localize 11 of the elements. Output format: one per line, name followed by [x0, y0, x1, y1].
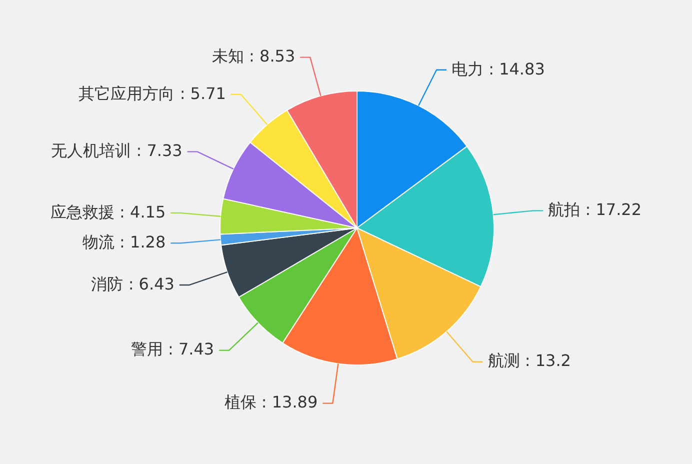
- slice-label: 航拍 : 17.22: [548, 200, 642, 220]
- slice-label: 无人机培训 : 7.33: [51, 141, 182, 160]
- slice-label: 其它应用方向 : 5.71: [78, 84, 226, 103]
- slice-label: 消防 : 6.43: [91, 274, 174, 294]
- slice-label: 电力 : 14.83: [452, 59, 545, 78]
- slice-label: 警用 : 7.43: [130, 340, 214, 359]
- slice-label: 植保 : 13.89: [224, 392, 318, 412]
- slice-label: 物流 : 1.28: [82, 232, 166, 252]
- slice-label: 航测 : 13.2: [488, 351, 571, 370]
- slice-label: 应急救援 : 4.15: [50, 202, 166, 222]
- slice-label: 未知 : 8.53: [212, 46, 296, 66]
